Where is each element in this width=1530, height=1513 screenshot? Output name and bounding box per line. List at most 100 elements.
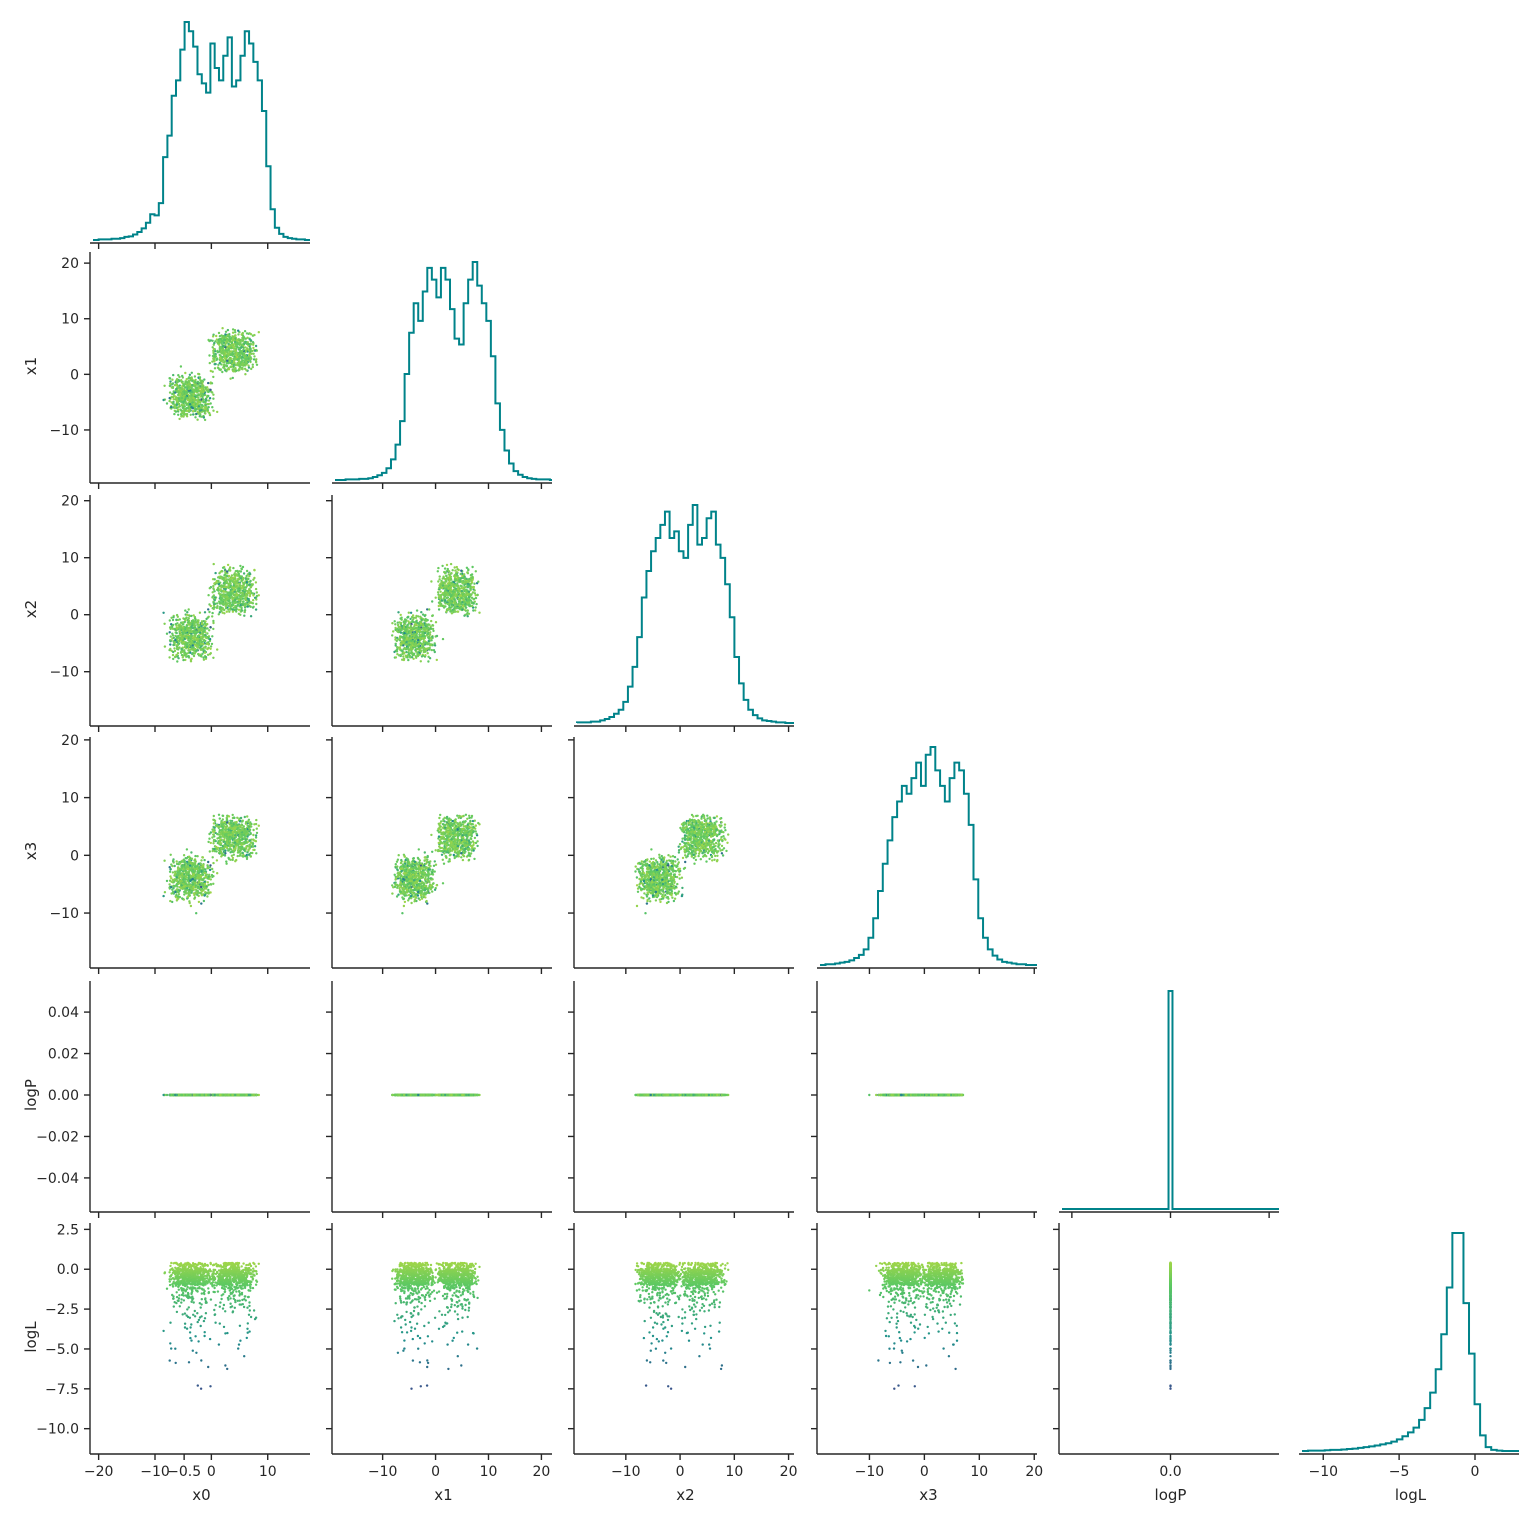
point <box>178 889 181 892</box>
point <box>243 342 246 346</box>
point <box>245 360 248 364</box>
point <box>246 347 249 350</box>
point <box>220 363 223 366</box>
point <box>192 396 195 400</box>
point <box>192 630 195 633</box>
point <box>226 328 230 332</box>
point <box>441 637 445 641</box>
point <box>408 627 412 630</box>
point <box>251 584 254 587</box>
point <box>177 374 180 377</box>
point <box>211 635 214 638</box>
point <box>466 593 469 596</box>
point <box>235 369 238 372</box>
point <box>196 645 199 649</box>
point <box>200 388 204 391</box>
point <box>203 611 207 614</box>
point <box>427 635 431 638</box>
point <box>212 882 215 885</box>
point <box>245 857 249 861</box>
point <box>453 566 456 569</box>
point <box>454 587 457 590</box>
y-tick-label: 10 <box>61 791 79 807</box>
point <box>240 609 244 612</box>
point <box>451 569 454 572</box>
point <box>187 636 190 639</box>
point <box>435 634 439 638</box>
point <box>398 637 402 640</box>
point <box>197 396 200 399</box>
point <box>424 654 427 657</box>
point <box>241 368 244 371</box>
point <box>230 577 233 580</box>
point <box>178 636 181 640</box>
point <box>422 627 425 630</box>
point <box>210 642 214 646</box>
point <box>230 595 234 599</box>
point <box>445 584 449 588</box>
point <box>460 569 463 572</box>
point <box>232 566 235 570</box>
point <box>186 613 189 617</box>
point <box>223 361 226 364</box>
point <box>248 571 251 574</box>
point <box>253 568 256 572</box>
point <box>247 849 250 852</box>
point <box>202 389 206 392</box>
point <box>207 381 210 385</box>
point <box>171 402 175 405</box>
point <box>400 616 403 619</box>
point <box>230 360 234 364</box>
point <box>246 815 249 818</box>
point <box>448 604 451 607</box>
point <box>255 358 258 361</box>
point <box>215 850 218 853</box>
point <box>406 616 410 619</box>
point <box>429 627 432 630</box>
point <box>468 603 471 607</box>
point <box>200 648 203 651</box>
point <box>182 634 185 638</box>
point <box>455 565 458 569</box>
point <box>242 572 246 575</box>
point <box>187 608 190 611</box>
point <box>226 349 229 352</box>
point <box>229 607 233 610</box>
point <box>193 896 197 899</box>
point <box>206 408 209 412</box>
point <box>248 352 251 355</box>
point <box>456 588 460 591</box>
point <box>239 594 242 598</box>
point <box>193 635 196 638</box>
point <box>248 574 251 578</box>
point <box>216 341 219 344</box>
point <box>449 601 452 604</box>
point <box>188 640 191 643</box>
point <box>165 402 169 405</box>
point <box>249 359 252 363</box>
point <box>254 587 258 591</box>
point <box>236 593 239 596</box>
point <box>255 831 259 835</box>
point <box>225 340 229 344</box>
point <box>221 327 224 330</box>
point <box>409 647 413 651</box>
point <box>217 813 221 816</box>
point <box>253 333 256 337</box>
point <box>438 578 441 581</box>
point <box>397 611 400 614</box>
point <box>421 630 425 633</box>
point <box>228 336 231 339</box>
point <box>439 590 442 593</box>
point <box>170 395 173 399</box>
point <box>244 340 247 343</box>
point <box>233 577 236 581</box>
point <box>448 582 452 585</box>
point <box>245 581 248 584</box>
point <box>212 349 215 353</box>
point <box>428 623 431 626</box>
point <box>218 348 222 351</box>
point <box>412 626 415 629</box>
point <box>208 587 211 590</box>
